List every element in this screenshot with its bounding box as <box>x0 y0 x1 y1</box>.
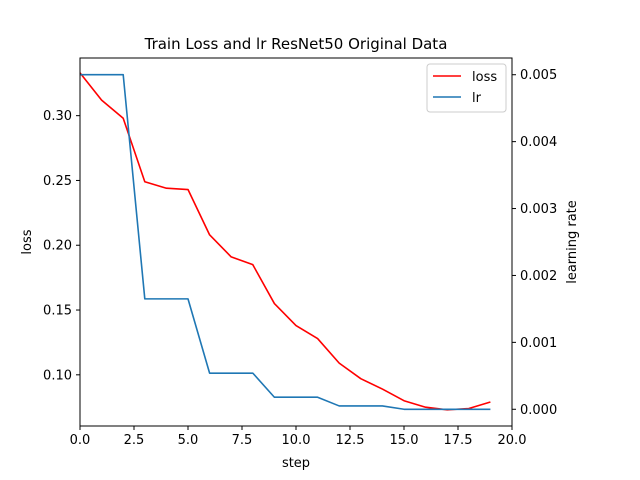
legend-label-loss: loss <box>472 70 497 85</box>
y-tick-label: 0.30 <box>43 109 72 124</box>
x-tick-label: 0.0 <box>70 433 91 448</box>
x-tick-label: 10.0 <box>282 433 311 448</box>
y-tick-label: 0.25 <box>43 174 72 189</box>
x-axis-label: step <box>282 456 310 471</box>
x-tick-label: 12.5 <box>336 433 365 448</box>
y2-tick-label: 0.003 <box>520 202 557 217</box>
y2-tick-label: 0.001 <box>520 336 557 351</box>
legend-label-lr: lr <box>472 91 482 106</box>
y2-tick-label: 0.005 <box>520 68 557 83</box>
x-tick-label: 20.0 <box>498 433 527 448</box>
y2-tick-label: 0.002 <box>520 269 557 284</box>
legend: loss lr <box>426 63 507 113</box>
chart-title: Train Loss and lr ResNet50 Original Data <box>144 35 448 53</box>
y2-axis-ticks: 0.000 0.001 0.002 0.003 0.004 0.005 <box>512 68 557 418</box>
x-tick-label: 7.5 <box>232 433 253 448</box>
x-tick-label: 15.0 <box>390 433 419 448</box>
y2-axis-label: learning rate <box>565 200 580 284</box>
x-axis-ticks: 0.0 2.5 5.0 7.5 10.0 12.5 15.0 17.5 20.0 <box>70 426 527 448</box>
y-axis-label: loss <box>20 229 35 254</box>
x-tick-label: 2.5 <box>124 433 145 448</box>
y-axis-ticks: 0.10 0.15 0.20 0.25 0.30 <box>43 109 80 383</box>
y-tick-label: 0.15 <box>43 304 72 319</box>
y-tick-label: 0.10 <box>43 368 72 383</box>
x-tick-label: 5.0 <box>178 433 199 448</box>
x-tick-label: 17.5 <box>444 433 473 448</box>
y-tick-label: 0.20 <box>43 239 72 254</box>
y2-tick-label: 0.000 <box>520 403 557 418</box>
y2-tick-label: 0.004 <box>520 135 557 150</box>
series-line-loss <box>79 72 491 411</box>
series-line-lr <box>80 73 491 411</box>
plot-lines <box>79 72 491 411</box>
